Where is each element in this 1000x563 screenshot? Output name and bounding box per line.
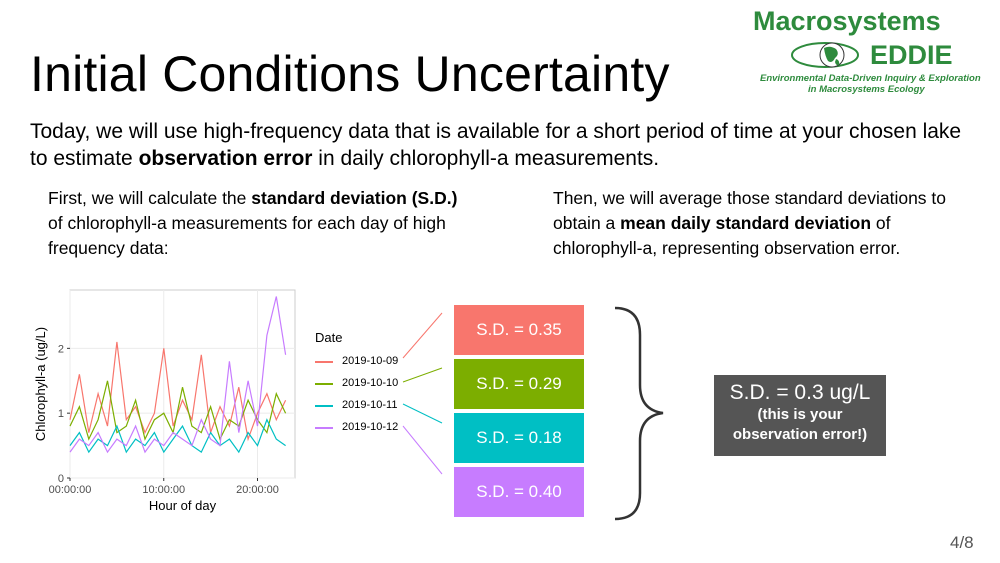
sd-box-2019-10-09: S.D. = 0.35: [454, 305, 584, 355]
mean-sd-result: S.D. = 0.3 ug/L (this is your observatio…: [714, 375, 886, 456]
x-tick-label: 00:00:00: [49, 484, 92, 496]
sd-box-2019-10-11: S.D. = 0.18: [454, 413, 584, 463]
intro-text-1: Today, we will use high-frequency data t…: [30, 120, 962, 170]
series-line-2019-10-12: [69, 296, 287, 454]
connector-line-4: [402, 425, 443, 475]
chart-legend: Date 2019-10-09 2019-10-10 2019-10-11 20…: [312, 330, 422, 440]
legend-label: 2019-10-12: [342, 421, 399, 433]
result-main: S.D. = 0.3 ug/L: [729, 381, 871, 404]
sd-box-2019-10-10: S.D. = 0.29: [454, 359, 584, 409]
chart-svg: 0 1 2 00:00:00 10:00:00 20:00:00 Hour of day Ch…: [33, 289, 296, 513]
logo-subtitle-line1: Environmental Data-Driven Inquiry & Expl…: [760, 73, 981, 84]
legend-swatch: [315, 427, 333, 429]
logo-subtitle-line2: in Macrosystems Ecology: [808, 84, 925, 95]
legend-swatch: [315, 405, 333, 407]
globe-icon: [791, 42, 859, 68]
result-sub-line1: (this is your: [757, 406, 843, 423]
legend-label: 2019-10-11: [342, 399, 398, 411]
connector-line-1: [402, 312, 443, 359]
x-tick-label: 20:00:00: [236, 484, 279, 496]
series-line-2019-10-10: [69, 380, 287, 441]
y-tick-label: 2: [58, 343, 64, 355]
right-text-2: of chlorophyll-a, representing observati…: [553, 213, 901, 258]
left-text-1: First, we will calculate the: [48, 188, 252, 208]
right-text-1: Then, we will average those standard dev…: [553, 188, 947, 233]
connector-line-2: [402, 367, 443, 383]
legend-item: 2019-10-10: [312, 377, 422, 391]
y-axis-label: Chlorophyll-a (ug/L): [33, 327, 48, 441]
chlorophyll-chart: 0 1 2 00:00:00 10:00:00 20:00:00 Hour of day Ch…: [30, 282, 300, 517]
result-sub-line2: observation error!): [732, 426, 868, 443]
left-text-2: of chlorophyll-a measurements for each d…: [48, 213, 446, 258]
sd-box-2019-10-12: S.D. = 0.40: [454, 467, 584, 517]
legend-item: 2019-10-09: [312, 355, 422, 369]
right-brace-icon: [614, 306, 664, 521]
slide-title: Initial Conditions Uncertainty: [30, 46, 670, 102]
connector-line-3: [402, 403, 443, 424]
logo-title-macrosystems: Macrosystems: [753, 6, 941, 36]
intro-text-2: in daily chlorophyll-a measurements.: [312, 147, 660, 170]
right-description: Then, we will average those standard dev…: [553, 186, 953, 261]
left-bold: standard deviation (S.D.): [251, 188, 458, 208]
y-tick-label: 0: [58, 473, 64, 485]
legend-title: Date: [315, 330, 343, 345]
left-description: First, we will calculate the standard de…: [48, 186, 458, 261]
series-line-2019-10-11: [69, 418, 286, 454]
intro-bold: observation error: [138, 147, 313, 170]
legend-item: 2019-10-12: [312, 421, 422, 435]
right-bold: mean daily standard deviation: [620, 213, 872, 233]
legend-swatch: [315, 361, 333, 363]
legend-label: 2019-10-10: [342, 377, 399, 389]
intro-paragraph: Today, we will use high-frequency data t…: [30, 118, 970, 172]
y-tick-label: 1: [58, 408, 64, 420]
x-axis-label: Hour of day: [149, 498, 217, 513]
connector-lines: [402, 312, 443, 475]
legend-swatch: [315, 383, 333, 385]
legend-item: 2019-10-11: [312, 399, 422, 413]
plot-panel: [69, 289, 296, 479]
logo-title-eddie: EDDIE: [870, 40, 953, 70]
x-tick-label: 10:00:00: [142, 484, 185, 496]
legend-label: 2019-10-09: [342, 355, 399, 367]
page-number: 4/8: [950, 533, 974, 552]
